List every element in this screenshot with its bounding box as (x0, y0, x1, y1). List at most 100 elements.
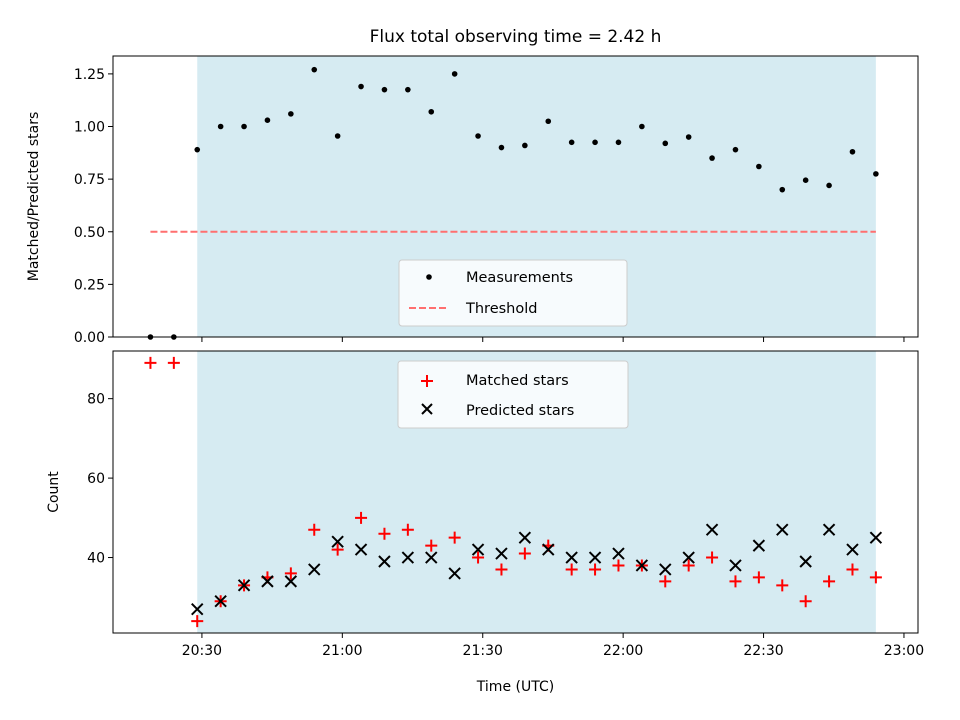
top-axes: 0.00 0.25 0.50 0.75 1.00 1.25 (74, 67, 905, 346)
chart-title: Flux total observing time = 2.42 h (370, 27, 662, 47)
measurement-point (498, 144, 505, 151)
top-panel: 0.00 0.25 0.50 0.75 1.00 1.25 Flux total obse… (26, 27, 919, 346)
predicted-star-point (284, 575, 298, 588)
x-tick-label: 21:00 (322, 643, 362, 659)
x-tick-label: 20:30 (182, 643, 222, 659)
matched-star-point (191, 615, 204, 628)
measurement-point (592, 139, 598, 146)
measurement-point (662, 140, 669, 147)
measurement-point (545, 118, 552, 125)
x-tick-label: 21:30 (463, 643, 503, 659)
matched-star-point (144, 356, 157, 369)
predicted-star-point (448, 567, 461, 580)
measurement-point (639, 123, 645, 130)
matched-star-point (284, 567, 297, 580)
predicted-star-point (354, 543, 368, 556)
matched-star-point (752, 571, 765, 584)
bottom-y-axis-label: Count (46, 471, 62, 513)
predicted-star-point (542, 543, 555, 556)
predicted-star-point (378, 555, 391, 568)
measurement-point (849, 148, 856, 155)
measurement-point (428, 108, 435, 115)
top-y-tick-label: 0.75 (74, 172, 105, 188)
top-y-tick-label: 0.25 (74, 277, 105, 293)
matched-star-point (331, 543, 344, 556)
predicted-star-point (518, 531, 532, 544)
measurement-point (615, 139, 622, 146)
matched-star-point (472, 551, 485, 564)
measurement-point (475, 133, 481, 139)
matched-star-point (425, 539, 438, 552)
predicted-star-point (237, 579, 251, 592)
measurement-point (381, 86, 388, 93)
predicted-star-point (659, 563, 672, 576)
predicted-star-point (191, 602, 204, 616)
measurement-point (241, 123, 247, 130)
predicted-star-point (846, 543, 859, 556)
predicted-star-point (588, 551, 602, 564)
predicted-star-point (612, 547, 625, 560)
matched-star-point (869, 571, 882, 584)
predicted-star-point (565, 551, 578, 564)
predicted-star-point (776, 523, 789, 536)
predicted-star-point (822, 523, 836, 536)
predicted-star-point (705, 523, 719, 536)
matched-star-point (612, 559, 625, 572)
measurement-point (826, 182, 832, 189)
measurement-point (709, 155, 715, 161)
matched-star-point (308, 523, 321, 536)
top-y-tick-label: 1.25 (74, 67, 105, 83)
predicted-star-point (425, 551, 438, 564)
legend-measurements-marker (426, 274, 432, 280)
bottom-panel: 40 60 80 20:30 21:00 21:30 22:00 22:30 23:00 Cou… (46, 350, 924, 695)
top-y-axis-label: Matched/Predicted stars (26, 112, 42, 282)
measurement-point (779, 186, 786, 193)
predicted-star-point (331, 535, 344, 548)
bottom-legend-box (397, 360, 629, 429)
matched-star-point (355, 511, 368, 524)
legend-predicted-marker (421, 403, 433, 415)
x-axis-label: Time (UTC) (476, 679, 554, 695)
top-y-tick-label: 0.00 (74, 330, 105, 346)
measurement-point (217, 123, 224, 130)
matched-star-point (799, 595, 812, 608)
x-tick-label: 22:30 (743, 643, 783, 659)
top-y-tick-label: 0.50 (74, 225, 105, 241)
matched-star-point (729, 575, 742, 588)
measurement-point (264, 117, 271, 123)
predicted-star-point (471, 543, 485, 556)
measurement-point (685, 134, 692, 140)
legend-predicted-label: Predicted stars (466, 403, 574, 419)
matched-star-point (518, 547, 531, 560)
top-y-tick-label: 1.00 (74, 120, 105, 136)
matched-star-point (378, 527, 391, 540)
measurement-point (732, 146, 739, 153)
matched-star-point (401, 523, 414, 536)
predicted-star-point (729, 559, 742, 572)
predicted-star-point (869, 531, 883, 544)
predicted-star-point (214, 595, 227, 608)
bottom-marks (144, 356, 883, 628)
measurement-point (358, 83, 364, 90)
x-tick-label: 23:00 (884, 643, 924, 659)
measurement-point (288, 111, 294, 117)
matched-star-point (823, 575, 836, 588)
measurement-point (568, 139, 575, 146)
measurement-point (405, 86, 411, 93)
bottom-y-tick-label: 60 (87, 471, 105, 487)
matched-star-point (776, 579, 789, 592)
matched-star-point (659, 575, 672, 588)
predicted-star-point (682, 551, 695, 564)
predicted-star-point (635, 559, 649, 572)
measurement-point (334, 133, 341, 139)
legend-matched-marker (421, 375, 433, 387)
legend-matched-label: Matched stars (466, 373, 569, 389)
predicted-star-point (401, 551, 415, 564)
measurement-point (522, 142, 528, 149)
predicted-star-point (752, 539, 766, 552)
top-marks (147, 66, 879, 340)
top-axes-frame (112, 55, 919, 338)
matched-star-point (448, 531, 461, 544)
measurement-point (451, 71, 458, 77)
predicted-star-point (308, 563, 321, 576)
